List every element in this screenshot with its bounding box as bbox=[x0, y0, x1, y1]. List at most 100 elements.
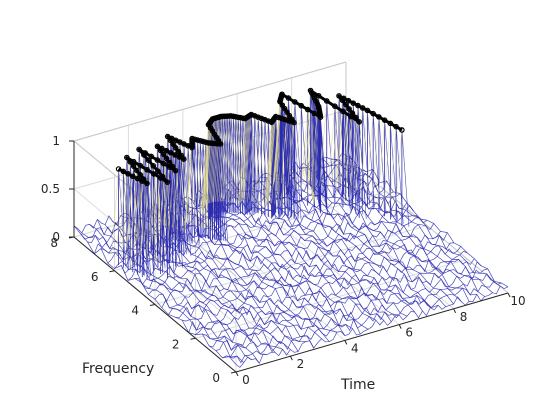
ridge-wall-line bbox=[365, 113, 374, 199]
ridge-wall-line bbox=[377, 120, 385, 206]
noise-mesh bbox=[73, 152, 509, 368]
ridge-wall-line bbox=[235, 118, 244, 204]
ridge-marker bbox=[181, 156, 187, 162]
ridge-wall-line bbox=[300, 109, 308, 195]
ridge-wall-line bbox=[187, 139, 196, 225]
ridge-marker bbox=[353, 114, 359, 121]
ridge-wall-line bbox=[264, 121, 273, 207]
x-tick-label: 0 bbox=[242, 373, 250, 387]
x-tick-label: 2 bbox=[297, 357, 305, 371]
grid-line bbox=[154, 225, 428, 305]
ridge-marker bbox=[370, 110, 376, 117]
ridge-wall-line bbox=[118, 168, 126, 267]
ridge-wall-line bbox=[190, 139, 198, 226]
z-tick-label: 1 bbox=[52, 134, 60, 148]
ridge-marker bbox=[275, 114, 282, 121]
ridge-wall-line bbox=[331, 95, 340, 182]
ridge-marker bbox=[164, 179, 171, 185]
ridge-marker bbox=[134, 167, 140, 174]
ridge-marker bbox=[298, 102, 305, 109]
ridge-wall-line bbox=[327, 106, 336, 192]
ridge-marker bbox=[154, 143, 161, 150]
x-tick bbox=[289, 355, 293, 361]
x-tick bbox=[344, 340, 348, 345]
ridge-marker bbox=[304, 106, 311, 113]
ridge-wall-line bbox=[303, 90, 311, 176]
mesh-line bbox=[141, 204, 414, 289]
ridge-wall-line bbox=[210, 117, 219, 203]
ridge-wall-line bbox=[388, 126, 397, 213]
ridge-wall-line bbox=[260, 120, 269, 207]
ridge-wall-line bbox=[233, 117, 241, 204]
mesh-line bbox=[120, 215, 283, 350]
ridge-wall-line bbox=[266, 119, 274, 205]
ridge-marker bbox=[355, 102, 361, 109]
ridge-marker bbox=[155, 168, 161, 175]
ridge-wall-line bbox=[334, 106, 343, 204]
ridge-wall-line bbox=[362, 107, 371, 206]
ridge-wall-line bbox=[195, 141, 204, 227]
ridge-wall-line bbox=[115, 171, 124, 257]
ridge-marker bbox=[169, 163, 176, 170]
grid-line bbox=[195, 258, 468, 339]
x-tick-label: 4 bbox=[351, 341, 359, 355]
ridge-wall-line bbox=[264, 122, 272, 208]
y-tick-label: 4 bbox=[131, 304, 139, 318]
ridge-marker bbox=[346, 106, 352, 112]
ridge-marker bbox=[282, 116, 288, 123]
ridge-wall-line bbox=[338, 95, 347, 194]
mesh-line bbox=[213, 193, 377, 321]
ridge-marker bbox=[160, 160, 167, 167]
ridge-wall-line bbox=[202, 122, 211, 209]
ridge-marker bbox=[127, 159, 133, 165]
ridge-wall-line bbox=[218, 116, 227, 202]
ridge-wall-line bbox=[145, 165, 154, 252]
ridge-marker bbox=[292, 99, 298, 105]
x-tick bbox=[507, 292, 511, 298]
ridge-wall-line bbox=[254, 118, 262, 204]
ridge-marker bbox=[307, 87, 314, 94]
ridge-wall-line bbox=[266, 118, 275, 204]
ridge-marker bbox=[272, 113, 279, 120]
mesh-line bbox=[166, 202, 330, 342]
y-tick-label: 6 bbox=[91, 270, 99, 284]
ridge-wall-line bbox=[221, 115, 230, 202]
ridge-wall-line bbox=[283, 121, 292, 207]
ridge-wall-line bbox=[335, 111, 344, 197]
ridge-wall-line bbox=[216, 116, 225, 202]
ridge-wall-line bbox=[150, 171, 159, 257]
ridge-marker bbox=[151, 171, 157, 177]
ridge-marker bbox=[399, 127, 405, 133]
ridge-marker bbox=[172, 145, 179, 151]
ridge-wall-line bbox=[281, 95, 290, 193]
ridge-marker bbox=[349, 110, 356, 117]
ridge-wall-line bbox=[242, 115, 251, 201]
ridge-wall-line bbox=[371, 116, 380, 203]
ridge-wall-line bbox=[203, 121, 211, 208]
y-tick-label: 0 bbox=[212, 371, 220, 385]
ridge-wall-line bbox=[201, 124, 209, 211]
mesh-line bbox=[182, 198, 346, 336]
ridge-wall-line bbox=[111, 168, 119, 255]
ridge-wall-line bbox=[187, 145, 196, 243]
ridge-marker bbox=[356, 119, 362, 125]
x-tick bbox=[235, 371, 239, 377]
ridge-wall-line bbox=[157, 146, 165, 244]
ridge-marker bbox=[159, 173, 166, 180]
mesh-line bbox=[188, 246, 462, 333]
ridge-wall-line bbox=[241, 115, 250, 202]
ridge-wall-line bbox=[383, 123, 391, 209]
ridge-wall-line bbox=[212, 116, 220, 203]
mesh-line bbox=[104, 224, 268, 356]
mesh-line bbox=[89, 224, 252, 360]
ridge-wall-line bbox=[311, 93, 320, 191]
ridge-marker bbox=[364, 107, 371, 114]
ridge-marker bbox=[359, 105, 366, 111]
mesh-line bbox=[306, 165, 470, 302]
mesh-line bbox=[268, 173, 431, 308]
mesh-line bbox=[202, 258, 475, 340]
y-tick bbox=[190, 337, 196, 340]
mesh-line bbox=[181, 242, 455, 322]
ridge-marker bbox=[189, 135, 195, 142]
ridge-wall-line bbox=[326, 100, 335, 199]
